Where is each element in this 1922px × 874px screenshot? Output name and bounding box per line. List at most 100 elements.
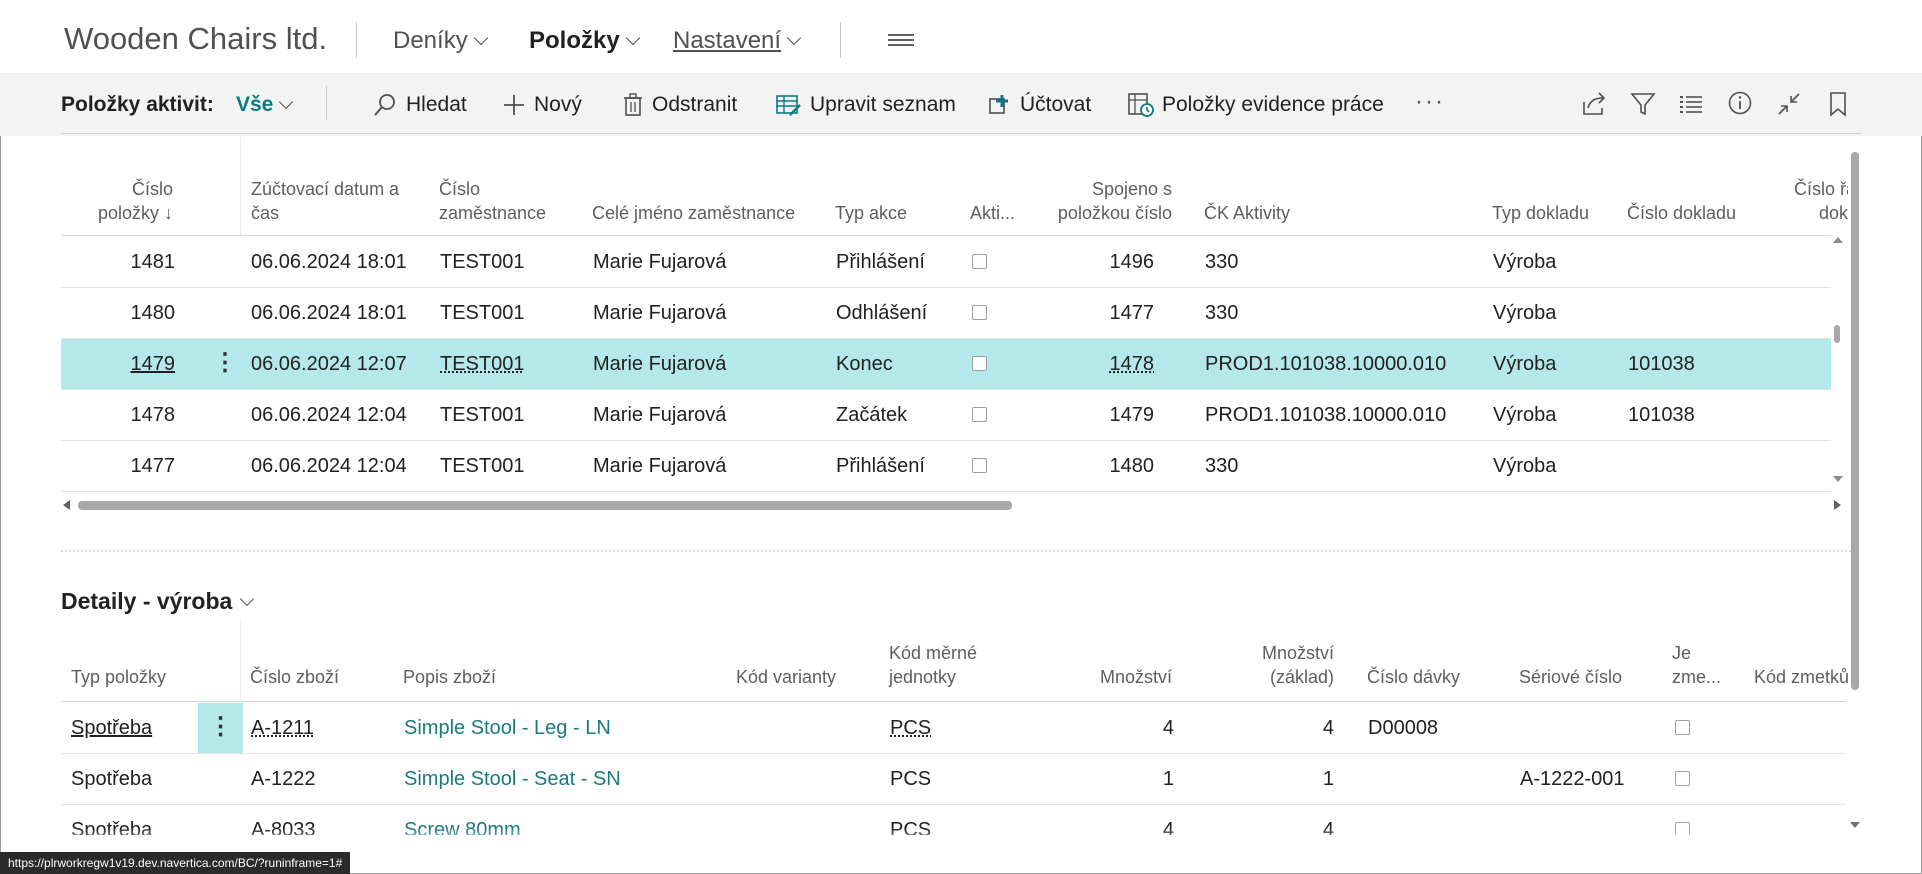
info-icon[interactable]: [1726, 90, 1754, 118]
entry-no[interactable]: 1478: [130, 404, 176, 426]
table-row[interactable]: 1477 06.06.2024 12:04 TEST001 Marie Fuja…: [61, 441, 1831, 492]
col-header-lot-no[interactable]: Číslo dávky: [1367, 667, 1461, 687]
active-checkbox[interactable]: [972, 305, 987, 320]
nav-polozky[interactable]: Položky: [529, 27, 640, 55]
posting-datetime: 06.06.2024 12:04: [251, 404, 407, 426]
hamburger-menu-icon[interactable]: [888, 34, 914, 49]
active-checkbox[interactable]: [972, 356, 987, 371]
section-divider[interactable]: [61, 550, 1851, 552]
action-bar-bottom-line: [61, 133, 1861, 134]
document-type: Výroba: [1493, 404, 1557, 426]
chevron-down-icon: [240, 591, 255, 606]
content-fade: [61, 828, 1851, 852]
col-header-is-scrap[interactable]: Je zme...: [1672, 643, 1722, 687]
col-header-item-no[interactable]: Číslo zboží: [250, 667, 340, 687]
active-checkbox[interactable]: [972, 254, 987, 269]
item-description[interactable]: Simple Stool - Seat - SN: [404, 768, 621, 790]
entry-no[interactable]: 1479: [130, 353, 176, 375]
entry-type[interactable]: Spotřeba: [71, 768, 153, 790]
col-header-activity-ck[interactable]: ČK Aktivity: [1204, 203, 1291, 223]
page-scroll-down-arrow-icon[interactable]: [1850, 822, 1860, 828]
col-header-action-type[interactable]: Typ akce: [835, 203, 908, 223]
delete-button[interactable]: Odstranit: [622, 90, 737, 120]
row-actions-menu-icon[interactable]: ⋮: [198, 703, 243, 753]
detail-section-toggle[interactable]: Detaily - výroba: [61, 588, 255, 615]
employee-no: TEST001: [440, 302, 525, 324]
col-header-scrap-code[interactable]: Kód zmetků: [1754, 667, 1848, 687]
col-header-entry-type[interactable]: Typ položky: [71, 667, 167, 687]
col-header-document-no[interactable]: Číslo dokladu: [1627, 203, 1737, 223]
work-entries-button[interactable]: Položky evidence práce: [1128, 90, 1384, 120]
posting-datetime: 06.06.2024 18:01: [251, 251, 407, 273]
status-bar-url: https://plrworkregw1v19.dev.navertica.co…: [0, 852, 351, 874]
action-type: Přihlášení: [836, 251, 925, 273]
col-header-entry-no[interactable]: Číslo položky ↓: [97, 179, 173, 223]
is-scrap-checkbox[interactable]: [1675, 771, 1690, 786]
employee-no: TEST001: [440, 251, 525, 273]
table-row[interactable]: Spotřeba ⋮ A-1211 Simple Stool - Leg - L…: [61, 703, 1846, 754]
col-header-posting-datetime[interactable]: Zúčtovací datum a čas: [251, 179, 400, 223]
more-options-button[interactable]: ···: [1415, 88, 1445, 115]
delete-button-label: Odstranit: [652, 93, 738, 116]
col-header-quantity[interactable]: Množství: [1099, 667, 1172, 687]
top-navigation-bar: Wooden Chairs ltd. Deníky Položky Nastav…: [0, 0, 1922, 74]
serial-no: A-1222-001: [1520, 768, 1625, 790]
col-header-document-type[interactable]: Typ dokladu: [1492, 203, 1590, 223]
col-header-variant-code[interactable]: Kód varianty: [736, 667, 837, 687]
posting-datetime: 06.06.2024 12:04: [251, 455, 407, 477]
scroll-left-arrow-icon[interactable]: [63, 500, 70, 510]
search-button[interactable]: Hledat: [372, 90, 467, 120]
nav-nastaveni[interactable]: Nastavení: [673, 27, 802, 55]
scroll-right-arrow-icon[interactable]: [1834, 500, 1841, 510]
col-header-active[interactable]: Akti...: [970, 203, 1016, 223]
table-row-selected[interactable]: 1479 ⋮ 06.06.2024 12:07 TEST001 Marie Fu…: [61, 339, 1831, 390]
nav-deniky[interactable]: Deníky: [393, 27, 488, 55]
col-header-employee-name[interactable]: Celé jméno zaměstnance: [592, 203, 796, 223]
scroll-down-arrow-icon[interactable]: [1833, 476, 1843, 482]
post-button[interactable]: Účtovat: [988, 90, 1091, 120]
table-row[interactable]: 1478 06.06.2024 12:04 TEST001 Marie Fuja…: [61, 390, 1831, 441]
active-checkbox[interactable]: [972, 407, 987, 422]
table-row[interactable]: Spotřeba A-1222 Simple Stool - Seat - SN…: [61, 754, 1846, 805]
vertical-scrollbar-thumb[interactable]: [1834, 325, 1840, 343]
edit-list-button[interactable]: Upravit seznam: [776, 90, 956, 120]
active-checkbox[interactable]: [972, 458, 987, 473]
is-scrap-checkbox[interactable]: [1675, 720, 1690, 735]
list-view-icon[interactable]: [1677, 90, 1705, 118]
col-header-quantity-base[interactable]: Množství (základ): [1261, 643, 1334, 687]
horizontal-scrollbar-thumb[interactable]: [78, 501, 1012, 510]
uom-code[interactable]: PCS: [890, 717, 932, 739]
share-icon[interactable]: [1580, 90, 1608, 118]
chevron-down-icon: [625, 30, 640, 46]
entry-no[interactable]: 1477: [130, 455, 176, 477]
new-button[interactable]: Nový: [502, 90, 582, 120]
entry-no[interactable]: 1481: [130, 251, 176, 273]
company-name[interactable]: Wooden Chairs ltd.: [64, 21, 328, 56]
item-description[interactable]: Simple Stool - Leg - LN: [404, 717, 611, 739]
bookmark-icon[interactable]: [1824, 90, 1852, 118]
uom-code[interactable]: PCS: [890, 768, 932, 790]
col-header-linked-entry[interactable]: Spojeno s položkou číslo: [1057, 179, 1172, 223]
col-header-serial-no[interactable]: Sériové číslo: [1519, 667, 1623, 687]
employee-no[interactable]: TEST001: [440, 353, 525, 375]
entry-type[interactable]: Spotřeba: [71, 717, 153, 739]
table-row[interactable]: 1481 06.06.2024 18:01 TEST001 Marie Fuja…: [61, 237, 1831, 288]
search-button-label: Hledat: [406, 93, 467, 116]
collapse-icon[interactable]: [1775, 90, 1803, 118]
col-header-uom-code[interactable]: Kód měrné jednotky: [889, 643, 978, 687]
new-button-label: Nový: [534, 93, 582, 116]
item-no[interactable]: A-1222: [251, 768, 316, 790]
view-filter-dropdown[interactable]: Vše: [236, 93, 294, 117]
table-row[interactable]: 1480 06.06.2024 18:01 TEST001 Marie Fuja…: [61, 288, 1831, 339]
col-header-item-description[interactable]: Popis zboží: [403, 667, 497, 687]
page-scrollbar-thumb[interactable]: [1851, 152, 1859, 690]
quantity-base: 4: [1322, 717, 1334, 739]
col-header-employee-no[interactable]: Číslo zaměstnance: [439, 179, 547, 223]
linked-entry-no[interactable]: 1478: [1109, 353, 1155, 375]
col-header-document-line-no[interactable]: Číslo řádok: [1794, 179, 1848, 223]
item-no[interactable]: A-1211: [251, 717, 315, 739]
filter-icon[interactable]: [1629, 90, 1657, 118]
row-actions-menu-icon[interactable]: ⋮: [213, 349, 237, 376]
scroll-up-arrow-icon[interactable]: [1833, 237, 1843, 243]
entry-no[interactable]: 1480: [130, 302, 176, 324]
